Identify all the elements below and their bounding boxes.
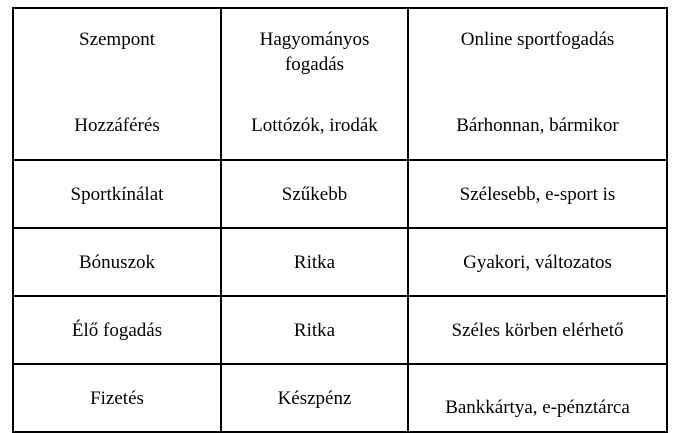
comparison-table: Szempont Hozzáférés Hagyományos fogadás … bbox=[12, 7, 668, 433]
cell-header-access-traditional: Hagyományos fogadás Lottózók, irodák bbox=[220, 7, 409, 161]
table-row-header-access: Szempont Hozzáférés Hagyományos fogadás … bbox=[12, 7, 668, 161]
column-header-aspect: Szempont bbox=[79, 29, 155, 50]
cell-sports-offer-online: Szélesebb, e-sport is bbox=[407, 159, 668, 229]
cell-header-access-online: Online sportfogadás Bárhonnan, bármikor bbox=[407, 7, 668, 161]
cell-access-online: Bárhonnan, bármikor bbox=[456, 115, 619, 136]
column-header-traditional: Hagyományos fogadás bbox=[259, 29, 370, 75]
cell-payment-traditional: Készpénz bbox=[220, 363, 409, 433]
cell-live-betting-traditional: Ritka bbox=[220, 295, 409, 365]
cell-sports-offer-traditional: Szűkebb bbox=[220, 159, 409, 229]
table-row-sports-offer: Sportkínálat Szűkebb Szélesebb, e-sport … bbox=[12, 159, 668, 229]
cell-sports-offer-label: Sportkínálat bbox=[12, 159, 222, 229]
cell-live-betting-online: Széles körben elérhető bbox=[407, 295, 668, 365]
cell-live-betting-label: Élő fogadás bbox=[12, 295, 222, 365]
cell-access-label: Hozzáférés bbox=[74, 115, 160, 136]
cell-payment-online: Bankkártya, e-pénztárca bbox=[407, 363, 668, 433]
cell-bonuses-online: Gyakori, változatos bbox=[407, 227, 668, 297]
table-row-bonuses: Bónuszok Ritka Gyakori, változatos bbox=[12, 227, 668, 297]
column-header-online: Online sportfogadás bbox=[460, 29, 615, 50]
table-row-payment: Fizetés Készpénz Bankkártya, e-pénztárca bbox=[12, 363, 668, 433]
cell-bonuses-label: Bónuszok bbox=[12, 227, 222, 297]
cell-header-access-aspect: Szempont Hozzáférés bbox=[12, 7, 222, 161]
table-row-live-betting: Élő fogadás Ritka Széles körben elérhető bbox=[12, 295, 668, 365]
cell-access-traditional: Lottózók, irodák bbox=[251, 115, 378, 136]
cell-bonuses-traditional: Ritka bbox=[220, 227, 409, 297]
cell-payment-label: Fizetés bbox=[12, 363, 222, 433]
